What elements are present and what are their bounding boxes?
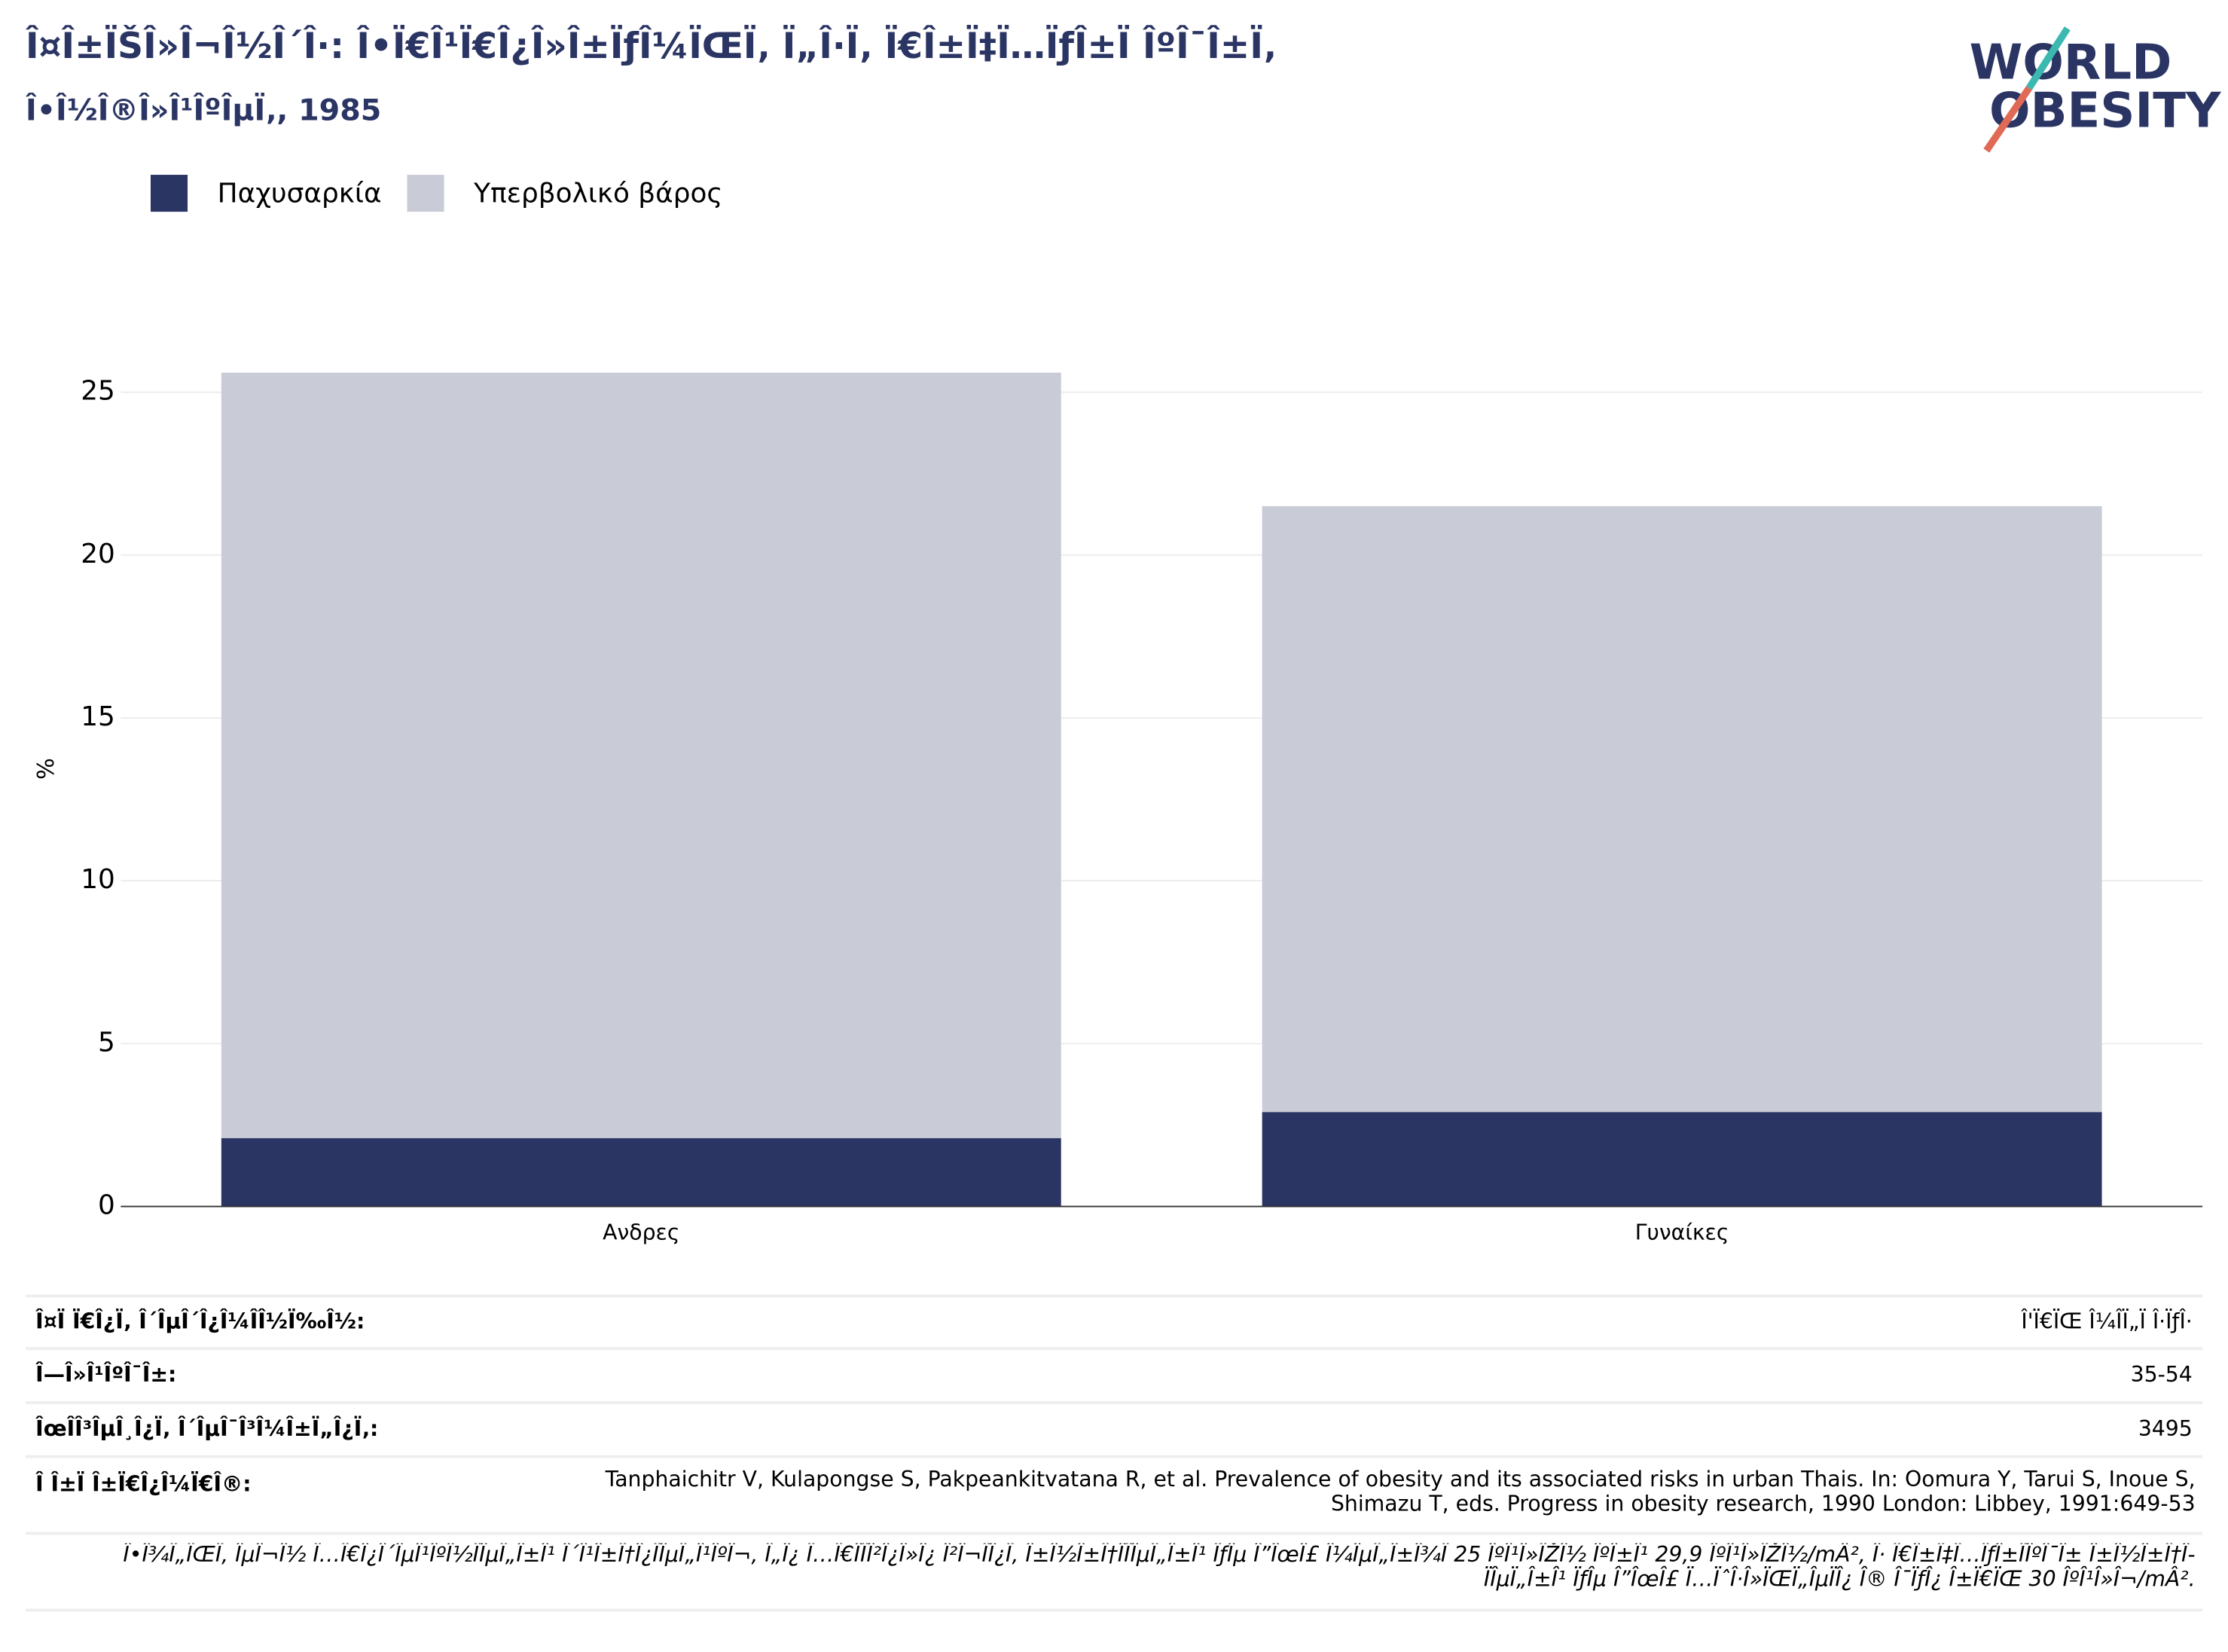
legend-swatch	[407, 175, 444, 212]
x-tick-label: Γυναίκες	[1635, 1220, 1729, 1244]
note-box: Î•Î¾Ï„ÏŒÏ‚ ÎµÎ¬Î½ Ï…Ï€Î¿Î´ÎµÎ¹ÎºÎ½ÏÎµÏ„Î…	[123, 1543, 2196, 1592]
footnote: Î•Î¾Ï„ÏŒÏ‚ ÎµÎ¬Î½ Ï…Ï€Î¿Î´ÎµÎ¹ÎºÎ½ÏÎµÏ„Î…	[123, 1543, 2196, 1592]
table-label: Î Î±Ï Î±Ï€Î¿Î¼Ï€Î®:	[35, 1470, 251, 1496]
table-value: 35-54	[2131, 1362, 2193, 1387]
y-tick-label: 5	[98, 1027, 115, 1058]
legend-label: Παχυσαρκία	[218, 178, 382, 209]
table-label: Î¤Ï Ï€Î¿Ï‚ Î´ÎµÎ´Î¿Î¼Î­Î½Ï‰Î½:	[35, 1308, 365, 1333]
y-tick-label: 10	[81, 864, 115, 895]
logo: WORLD OBESITY	[1970, 26, 2222, 153]
bar-segment	[221, 372, 1061, 1138]
logo-text: WORLD	[1970, 34, 2172, 90]
y-axis-label: %	[33, 758, 60, 780]
table-value-box: Tanphaichitr V, Kulapongse S, Pakpeankit…	[605, 1467, 2196, 1516]
y-tick-label: 20	[81, 539, 115, 569]
table-value: Î'Ï€ÏŒ Î¼ÎÏ„Ï Î·ÏƒÎ·	[2020, 1308, 2192, 1333]
chart-title: Î¤Î±ÏŠÎ»Î¬Î½Î´Î·: Î•Ï€Î¹Ï€Î¿Î»Î±ÏƒÎ¼ÏŒÏ‚…	[26, 24, 1277, 67]
logo-slash	[2025, 26, 2071, 90]
y-tick-label: 15	[81, 701, 115, 732]
bar-segment	[221, 1137, 1061, 1207]
y-tick-label: 0	[98, 1190, 115, 1221]
chart-subtitle: Î•Î½Î®Î»Î¹ÎºÎµÏ‚, 1985	[26, 93, 381, 128]
bar-segment	[1262, 505, 2102, 1113]
table-label: Î—Î»Î¹ÎºÎ¯Î±:	[35, 1361, 176, 1387]
y-tick-label: 25	[81, 376, 115, 407]
bar-segment	[1262, 1112, 2102, 1207]
table-value: Tanphaichitr V, Kulapongse S, Pakpeankit…	[605, 1467, 2196, 1516]
legend-label: Υπερβολικό βάρος	[473, 178, 722, 209]
table-label: ÎœÎ­Î³ÎµÎ¸Î¿Ï‚ Î´ÎµÎ¯Î³Î¼Î±Ï„Î¿Ï‚:	[35, 1415, 378, 1441]
logo-slash	[1983, 86, 2032, 153]
table-value: 3495	[2138, 1416, 2193, 1441]
x-tick-label: Ανδρες	[603, 1220, 679, 1244]
legend-swatch	[150, 175, 188, 212]
